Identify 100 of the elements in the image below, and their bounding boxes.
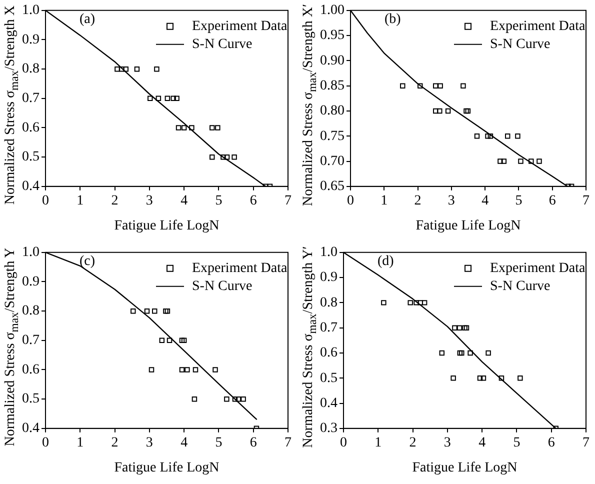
y-tick-label: 0.5	[22, 150, 40, 165]
point	[486, 350, 491, 356]
legend-label: Experiment Data	[192, 261, 288, 276]
x-tick-label: 1	[374, 435, 382, 450]
x-tick-label: 7	[284, 193, 292, 208]
point	[144, 308, 150, 314]
point	[156, 96, 162, 102]
x-tick-label: 5	[215, 193, 222, 208]
point	[215, 125, 220, 130]
point	[536, 158, 542, 164]
point	[163, 308, 168, 314]
point	[456, 325, 462, 330]
y-tick-label: 0.8	[320, 295, 338, 310]
x-tick-label: 6	[250, 435, 257, 450]
x-tick-label: 0	[42, 193, 49, 208]
point	[174, 96, 180, 102]
y-tick-label: 0.6	[320, 346, 338, 361]
y-tick-label: 0.65	[320, 179, 344, 194]
point	[477, 375, 483, 381]
x-tick-label: 7	[582, 193, 590, 208]
point	[159, 338, 165, 344]
point	[154, 66, 160, 72]
x-axis-title: Fatigue Life LogN	[114, 460, 220, 476]
point	[148, 96, 153, 102]
x-tick-label: 5	[515, 193, 522, 208]
y-tick-label: 0.8	[22, 62, 40, 77]
x-tick-label: 3	[146, 435, 153, 450]
point	[498, 375, 504, 381]
point	[176, 125, 182, 130]
point	[189, 125, 194, 130]
point	[464, 108, 469, 114]
point	[210, 125, 215, 130]
y-tick-label: 0.9	[22, 32, 40, 48]
x-tick-label: 3	[444, 435, 451, 450]
y-tick-label: 0.70	[320, 154, 344, 169]
x-tick-label: 1	[380, 193, 388, 208]
x-tick-label: 7	[284, 435, 292, 450]
point	[459, 350, 464, 356]
point	[468, 350, 473, 356]
point	[460, 83, 466, 88]
point	[437, 108, 442, 114]
legend-label: S-N Curve	[490, 37, 550, 52]
point	[464, 325, 470, 330]
point	[148, 367, 154, 372]
point	[485, 133, 490, 139]
point	[179, 367, 185, 372]
point	[232, 396, 238, 402]
point	[414, 300, 419, 306]
x-tick-label: 6	[548, 193, 556, 208]
legend-label: Experiment Data	[192, 19, 288, 34]
point	[504, 133, 510, 139]
point	[418, 300, 424, 306]
x-tick-label: 3	[146, 193, 153, 208]
y-tick-label: 0.6	[22, 120, 40, 136]
point	[501, 158, 507, 164]
x-tick-label: 1	[76, 193, 84, 208]
point	[432, 83, 438, 88]
x-axis-title: Fatigue Life LogN	[416, 218, 521, 234]
legend-label: S-N Curve	[192, 37, 252, 52]
point	[474, 133, 480, 139]
y-tick-label: 0.9	[22, 274, 40, 290]
y-tick-label: 1.0	[22, 3, 40, 18]
point	[518, 375, 523, 381]
point	[130, 308, 136, 314]
y-tick-label: 0.4	[22, 179, 40, 194]
point	[240, 396, 246, 402]
point	[232, 154, 237, 160]
y-tick-label: 0.3	[320, 421, 338, 436]
annotation: (a)	[80, 12, 96, 28]
point	[236, 396, 242, 402]
y-tick-label: 0.7	[320, 320, 338, 336]
annotation: (c)	[80, 254, 96, 270]
point	[462, 325, 468, 330]
point	[181, 338, 187, 344]
y-tick-label: 0.85	[320, 78, 344, 94]
y-tick-label: 0.80	[320, 104, 344, 119]
point	[432, 108, 438, 114]
x-tick-label: 2	[111, 193, 118, 208]
point	[220, 154, 226, 160]
point	[164, 308, 170, 314]
point	[498, 158, 503, 164]
x-tick-label: 7	[582, 435, 590, 450]
point	[164, 96, 170, 102]
point	[212, 367, 218, 372]
point	[224, 154, 230, 160]
point	[480, 375, 486, 381]
point	[179, 338, 185, 344]
x-axis-title: Fatigue Life LogN	[114, 218, 220, 234]
point	[123, 66, 128, 72]
point	[515, 133, 520, 139]
x-tick-label: 1	[76, 435, 84, 450]
y-tick-label: 0.9	[320, 270, 338, 286]
x-tick-label: 5	[215, 435, 222, 450]
x-tick-label: 4	[180, 435, 188, 450]
y-tick-label: 0.7	[22, 333, 40, 348]
annotation: (d)	[378, 254, 394, 270]
y-tick-label: 0.5	[320, 370, 338, 386]
x-axis-title: Fatigue Life LogN	[412, 460, 518, 476]
y-tick-label: 0.4	[22, 421, 40, 436]
x-tick-label: 6	[250, 193, 257, 208]
